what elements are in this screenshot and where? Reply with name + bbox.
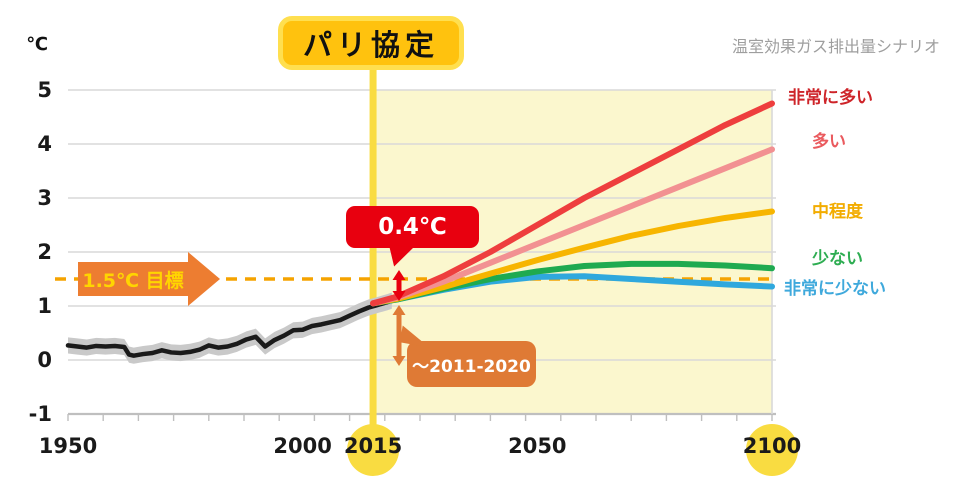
- target-arrow-badge: 1.5℃ 目標: [78, 252, 230, 306]
- x-tick-label-2100: 2100: [742, 434, 802, 458]
- baseline-arrow-head-top: [392, 305, 406, 315]
- gap-label: 0.4℃: [378, 214, 447, 240]
- target-arrow-body: 1.5℃ 目標: [78, 262, 188, 296]
- gap-badge-pointer: [387, 244, 414, 269]
- gap-badge: 0.4℃: [346, 206, 479, 269]
- scenario-label-very_low: 非常に少ない: [784, 278, 886, 299]
- scenario-label-medium: 中程度: [812, 201, 863, 222]
- y-tick-label: -1: [28, 402, 52, 426]
- target-label: 1.5℃ 目標: [82, 269, 184, 292]
- year-highlight-circle: [746, 424, 798, 476]
- scenario-note: 温室効果ガス排出量シナリオ: [731, 37, 940, 56]
- gap-arrow-head-bottom: [392, 291, 406, 301]
- paris-agreement-badge: パリ協定: [278, 16, 464, 70]
- scenario-label-high: 多い: [812, 132, 846, 153]
- series-line-medium: [370, 208, 775, 307]
- x-tick-label-2050: 2050: [508, 434, 567, 458]
- x-tick-label-2015: 2015: [343, 434, 403, 458]
- year-highlight-circle: [347, 424, 400, 476]
- y-tick-label: 2: [37, 240, 52, 264]
- scenario-label-low: 少ない: [812, 249, 863, 270]
- y-tick-label: 3: [37, 186, 52, 210]
- x-tick-label-1950: 1950: [38, 434, 98, 458]
- gap-arrow-head-top: [392, 270, 406, 280]
- x-tick-label-2000: 2000: [273, 434, 332, 458]
- baseline-badge: 〜2011-2020: [399, 325, 536, 387]
- y-tick-label: 1: [37, 294, 52, 318]
- y-axis-unit: ℃: [26, 34, 48, 55]
- baseline-label: 〜2011-2020: [412, 356, 531, 377]
- baseline-arrow-head-bottom: [392, 356, 406, 366]
- scenario-label-very_high: 非常に多い: [788, 87, 873, 108]
- target-arrow-head: [188, 252, 220, 306]
- series-line-very_high: [370, 100, 775, 307]
- uncertainty-band: [68, 292, 392, 364]
- paris-agreement-label: パリ協定: [302, 28, 439, 62]
- y-tick-label: 4: [37, 132, 52, 156]
- y-tick-label: 0: [37, 348, 52, 372]
- y-tick-label: 5: [37, 78, 52, 102]
- historical-line: [65, 298, 395, 358]
